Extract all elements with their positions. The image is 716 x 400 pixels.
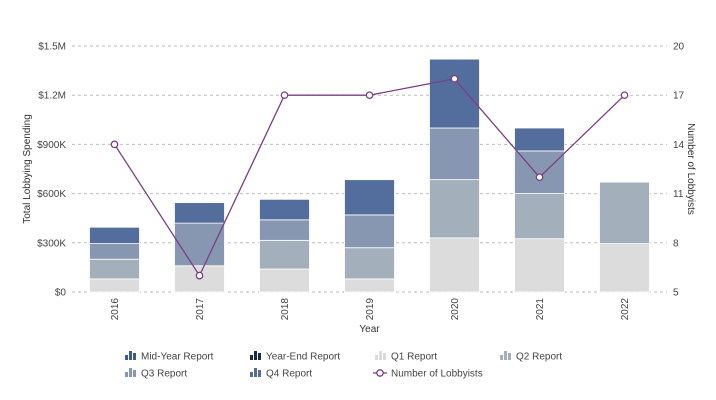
bar-segment	[89, 278, 140, 293]
x-tick-label: 2017	[195, 298, 206, 321]
y-axis-title: Total Lobbying Spending	[22, 114, 33, 224]
bar-segment	[344, 278, 395, 293]
legend-label: Q4 Report	[266, 369, 312, 380]
lobbyists-point	[280, 91, 289, 100]
legend-bar-icon	[125, 355, 128, 360]
legend-bar-icon	[254, 351, 257, 360]
y2-tick-label: 14	[673, 140, 685, 151]
bar-segment	[344, 247, 395, 280]
legend-marker-icon	[376, 369, 384, 377]
legend-bar-icon	[258, 353, 261, 360]
legend-label: Mid-Year Report	[141, 352, 214, 363]
bar-segment	[599, 243, 650, 293]
x-tick-label: 2016	[110, 298, 121, 321]
legend-bar-icon	[125, 372, 128, 377]
lobbyists-point	[365, 91, 374, 100]
legend-bar-icon	[258, 370, 261, 377]
legend-bar-icon	[379, 351, 382, 360]
bar-segment	[89, 258, 140, 280]
legend-bar-icon	[129, 368, 132, 377]
bar-segment	[259, 239, 310, 270]
x-tick-label: 2022	[620, 298, 631, 321]
legend-bar-icon	[504, 351, 507, 360]
bar-segment	[174, 222, 225, 267]
x-tick-label: 2020	[450, 298, 461, 321]
bar-segment	[429, 58, 480, 129]
bar-segment	[89, 243, 140, 260]
lobbyists-point	[450, 74, 459, 83]
lobbyists-point	[110, 140, 119, 149]
lobbyists-point	[535, 173, 544, 182]
y-tick-label: $1.2M	[38, 91, 66, 102]
legend-bar-icon	[254, 368, 257, 377]
legend-bar-icon	[250, 372, 253, 377]
bar-segment	[259, 198, 310, 221]
y-tick-label: $900K	[37, 140, 66, 151]
bar-segment	[429, 179, 480, 239]
bar-segment	[599, 181, 650, 245]
legend-bar-icon	[500, 355, 503, 360]
y2-tick-label: 5	[673, 288, 679, 299]
y2-tick-label: 11	[673, 189, 684, 200]
x-axis-title: Year	[359, 324, 380, 335]
lobbyists-point	[195, 271, 204, 280]
lobbyists-point	[620, 91, 629, 100]
legend-bar-icon	[129, 351, 132, 360]
legend-label: Q2 Report	[516, 352, 562, 363]
y-tick-label: $600K	[37, 189, 66, 200]
bar-segment	[429, 237, 480, 293]
x-tick-label: 2019	[365, 298, 376, 321]
y2-tick-label: 17	[673, 91, 685, 102]
legend-label: Number of Lobbyists	[391, 369, 483, 380]
x-tick-label: 2021	[535, 298, 546, 321]
bar-segment	[259, 219, 310, 241]
legend-bar-icon	[133, 353, 136, 360]
legend-bar-icon	[375, 355, 378, 360]
bar-segment	[429, 127, 480, 181]
y2-tick-label: 20	[673, 42, 685, 53]
legend-bar-icon	[250, 355, 253, 360]
bar-segment	[514, 238, 565, 293]
bar-segment	[89, 226, 140, 245]
y-tick-label: $0	[55, 288, 67, 299]
y-tick-label: $1.5M	[38, 42, 66, 53]
legend-label: Q1 Report	[391, 352, 437, 363]
legend-bar-icon	[133, 370, 136, 377]
bar-segment	[259, 268, 310, 293]
legend-bar-icon	[383, 353, 386, 360]
y2-axis-title: Number of Lobbyists	[685, 123, 696, 215]
legend-bar-icon	[508, 353, 511, 360]
legend-label: Q3 Report	[141, 369, 187, 380]
bar-segment	[514, 127, 565, 152]
x-tick-label: 2018	[280, 298, 291, 321]
bar-segment	[174, 202, 225, 224]
bar-segment	[514, 193, 565, 240]
bar-segment	[344, 179, 395, 216]
bar-segment	[344, 214, 395, 249]
y2-tick-label: 8	[673, 238, 679, 249]
y-tick-label: $300K	[37, 238, 66, 249]
legend-label: Year-End Report	[266, 352, 340, 363]
